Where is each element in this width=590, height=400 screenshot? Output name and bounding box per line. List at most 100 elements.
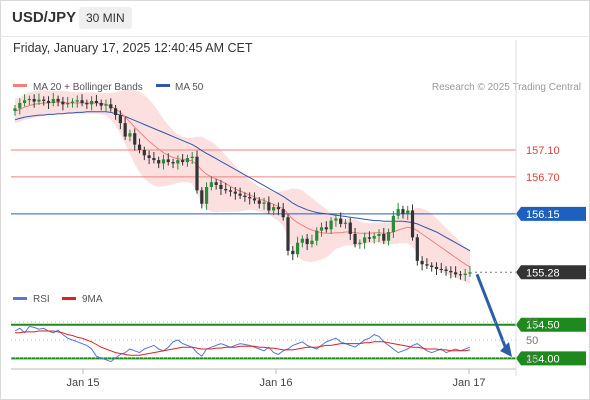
- candle-body: [27, 98, 31, 101]
- candle-body: [463, 273, 467, 275]
- candle-body: [118, 115, 122, 124]
- candle-body: [267, 202, 271, 211]
- candle-body: [233, 191, 237, 194]
- rsi-tick-label: 50: [526, 335, 538, 347]
- candle-body: [257, 200, 261, 204]
- candle-body: [142, 150, 146, 156]
- candle-body: [430, 265, 434, 267]
- candle-body: [123, 123, 127, 137]
- candle-body: [401, 209, 405, 214]
- candle-body: [348, 222, 352, 234]
- projection-arrow-head: [500, 341, 512, 357]
- legend-ma50-label: MA 50: [175, 82, 204, 93]
- candle-body: [70, 101, 75, 103]
- candle-body: [42, 99, 46, 101]
- candle-body: [214, 182, 218, 185]
- level-labels: 157.10 156.70 156.15 155.28 154.50 154.00: [516, 145, 586, 366]
- legend-rsi-label: RSI: [33, 294, 50, 305]
- candle-body: [224, 188, 228, 191]
- candle-body: [22, 100, 27, 103]
- candle-body: [315, 230, 319, 241]
- timeframe-badge[interactable]: 30 MIN: [79, 7, 132, 29]
- candle-body: [319, 227, 324, 231]
- symbol-title: USD/JPY: [12, 9, 77, 26]
- level-tag-support: 154.00: [516, 351, 586, 366]
- level-tag-support: 154.50: [516, 317, 586, 332]
- bollinger-band-area: [15, 89, 470, 284]
- candle-body: [94, 100, 99, 103]
- candle-body: [99, 102, 103, 106]
- legend-swatch-ma20: [13, 84, 27, 87]
- candle-body: [449, 270, 453, 273]
- candle-body: [415, 237, 419, 261]
- rsi-legend: RSI 9MA: [13, 294, 103, 305]
- rsi-line: [14, 325, 471, 363]
- candle-body: [104, 104, 108, 106]
- candle-body: [468, 272, 472, 274]
- candle-body: [372, 236, 376, 239]
- candle-body: [353, 234, 357, 245]
- projection-arrow-shaft: [475, 273, 508, 350]
- legend-9ma-label: 9MA: [82, 294, 103, 305]
- level-tag-bg: [516, 351, 586, 366]
- candle-body: [439, 268, 443, 270]
- rsi-tick-label: 70: [526, 317, 538, 329]
- candle-body: [209, 182, 213, 187]
- candle-body: [56, 98, 60, 102]
- candle-body: [391, 215, 395, 232]
- candle-body: [113, 108, 118, 116]
- candle-body: [51, 98, 55, 103]
- candle-body: [181, 160, 185, 163]
- candle-body: [147, 155, 151, 159]
- rsi-lines: [14, 325, 471, 363]
- projection-arrow: [475, 273, 512, 357]
- candle-body: [377, 234, 381, 237]
- candle-body: [291, 250, 295, 255]
- level-tag-pivot: 156.15: [516, 206, 586, 221]
- candle-body: [252, 198, 257, 201]
- candle-body: [262, 202, 266, 204]
- level-tag-text: 156.15: [526, 209, 560, 221]
- candle-body: [363, 237, 367, 243]
- rsi-grid: 70 50 30: [11, 317, 538, 365]
- candle-body: [444, 269, 448, 271]
- candle-body: [161, 159, 166, 164]
- candle-body: [190, 156, 194, 159]
- level-label-resistance: 157.10: [526, 145, 560, 157]
- candle-body: [386, 231, 391, 241]
- candle-body: [334, 218, 338, 221]
- candle-body: [339, 218, 343, 224]
- level-tag-text: 154.00: [526, 353, 560, 365]
- candle-body: [66, 102, 70, 105]
- candle-body: [305, 238, 309, 245]
- candle-body: [425, 264, 429, 266]
- x-axis-ticks: Jan 15 Jan 16 Jan 17: [66, 369, 486, 389]
- x-tick-label: Jan 17: [452, 377, 485, 389]
- candle-body: [228, 190, 233, 192]
- candle-body: [420, 260, 424, 265]
- price-legend: MA 20 + Bollinger Bands MA 50: [13, 82, 204, 93]
- level-label-resistance: 156.70: [526, 172, 560, 184]
- candle-body: [310, 240, 314, 245]
- candle-body: [128, 133, 132, 137]
- candle-body: [137, 144, 142, 150]
- candle-body: [295, 242, 300, 255]
- candle-body: [219, 184, 223, 189]
- candle-body: [358, 242, 362, 245]
- x-tick-label: Jan 16: [259, 377, 292, 389]
- candle-body: [157, 160, 161, 164]
- level-tag-last-price: 155.28: [516, 265, 586, 280]
- candle-body: [248, 197, 252, 199]
- candle-body: [75, 100, 79, 102]
- candle-body: [37, 99, 41, 102]
- candle-body: [85, 102, 89, 105]
- candle-body: [410, 210, 415, 238]
- level-tag-bg: [516, 317, 586, 332]
- legend-swatch-rsi: [13, 297, 27, 300]
- candle-body: [200, 190, 204, 204]
- candle-body: [286, 217, 290, 251]
- candle-body: [382, 234, 386, 241]
- candle-body: [195, 156, 199, 191]
- candle-body: [32, 98, 36, 102]
